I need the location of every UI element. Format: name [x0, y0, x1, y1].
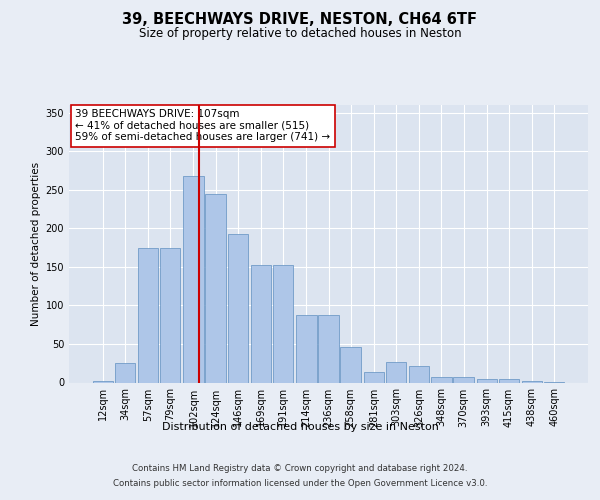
Bar [273, 266, 293, 382]
Bar [160, 248, 181, 382]
Bar [138, 248, 158, 382]
Bar [431, 377, 452, 382]
Text: 39, BEECHWAYS DRIVE, NESTON, CH64 6TF: 39, BEECHWAYS DRIVE, NESTON, CH64 6TF [122, 12, 478, 28]
Text: Distribution of detached houses by size in Neston: Distribution of detached houses by size … [161, 422, 439, 432]
Bar [386, 362, 406, 382]
Bar [454, 377, 474, 382]
Bar [364, 372, 384, 382]
Bar [409, 366, 430, 382]
Bar [227, 234, 248, 382]
Bar [522, 381, 542, 382]
Text: Contains public sector information licensed under the Open Government Licence v3: Contains public sector information licen… [113, 479, 487, 488]
Bar [205, 194, 226, 382]
Bar [319, 314, 338, 382]
Bar [183, 176, 203, 382]
Bar [499, 378, 519, 382]
Text: 39 BEECHWAYS DRIVE: 107sqm
← 41% of detached houses are smaller (515)
59% of sem: 39 BEECHWAYS DRIVE: 107sqm ← 41% of deta… [75, 109, 331, 142]
Text: Size of property relative to detached houses in Neston: Size of property relative to detached ho… [139, 28, 461, 40]
Bar [92, 381, 113, 382]
Bar [340, 347, 361, 382]
Bar [251, 266, 271, 382]
Bar [476, 378, 497, 382]
Bar [296, 314, 317, 382]
Bar [115, 363, 135, 382]
Text: Contains HM Land Registry data © Crown copyright and database right 2024.: Contains HM Land Registry data © Crown c… [132, 464, 468, 473]
Y-axis label: Number of detached properties: Number of detached properties [31, 162, 41, 326]
